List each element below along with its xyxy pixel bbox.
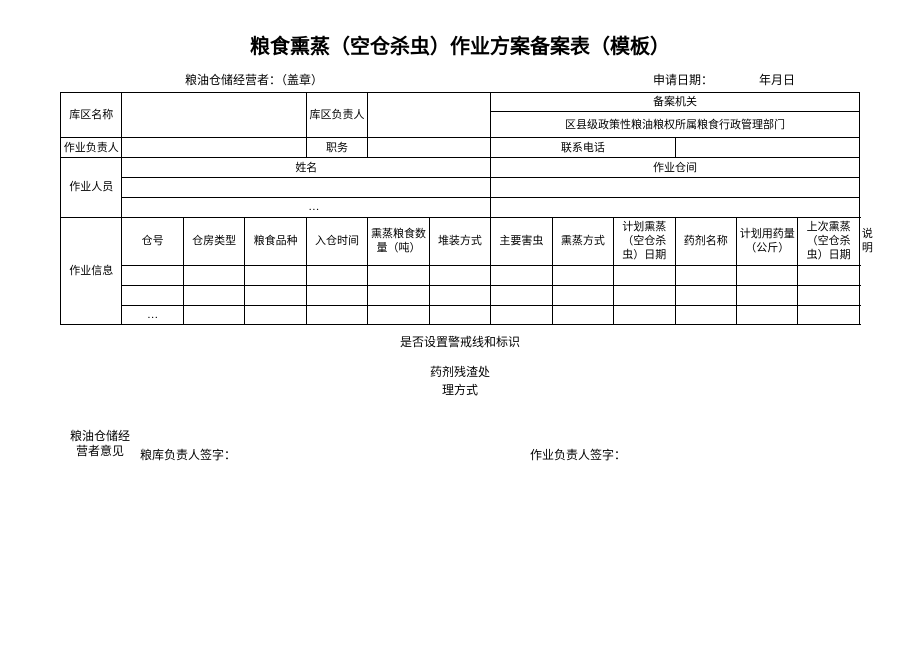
col-entry-time: 入仓时间 <box>306 217 367 265</box>
data-cell <box>183 285 244 305</box>
filing-agency-label: 备案机关 <box>491 93 860 112</box>
col-warehouse-no: 仓号 <box>122 217 183 265</box>
data-cell <box>614 285 675 305</box>
data-cell <box>122 265 183 285</box>
main-table: 库区名称 库区负责人 备案机关 区县级政策性粮油粮权所属粮食行政管理部门 作业负… <box>60 92 860 325</box>
col-grain-variety: 粮食品种 <box>245 217 306 265</box>
data-cell <box>183 265 244 285</box>
residue-label-2: 理方式 <box>60 381 860 399</box>
staff-ellipsis-left <box>122 198 306 217</box>
sign-operation-manager: 作业负责人签字： <box>470 446 860 463</box>
col-pest: 主要害虫 <box>491 217 552 265</box>
data-cell <box>675 265 736 285</box>
data-cell <box>245 305 306 324</box>
data-cell <box>614 305 675 324</box>
warehouse-name-label: 库区名称 <box>61 93 122 138</box>
position-label: 职务 <box>306 138 367 158</box>
operation-info-label: 作业信息 <box>61 217 122 324</box>
data-cell <box>736 265 797 285</box>
data-cell <box>552 305 613 324</box>
warehouse-manager-value <box>368 93 491 138</box>
document-title: 粮食熏蒸（空仓杀虫）作业方案备案表（模板） <box>60 30 860 59</box>
data-cell <box>736 285 797 305</box>
data-cell <box>736 305 797 324</box>
data-cell <box>306 305 367 324</box>
header-row: 粮油仓储经营者：（盖章） 申请日期： 年月日 <box>60 71 860 88</box>
data-cell <box>245 265 306 285</box>
bottom-section: 粮油仓储经 营者意见 粮库负责人签字： 作业负责人签字： <box>60 429 860 463</box>
col-warehouse-type: 仓房类型 <box>183 217 244 265</box>
col-stacking: 堆装方式 <box>429 217 490 265</box>
staff-name-value <box>122 178 491 198</box>
data-cell <box>122 285 183 305</box>
date-label: 申请日期： 年月日 <box>653 71 855 88</box>
data-cell <box>368 305 429 324</box>
data-cell <box>675 305 736 324</box>
data-cell <box>368 285 429 305</box>
info-ellipsis: … <box>122 305 183 324</box>
col-agent-name: 药剂名称 <box>675 217 736 265</box>
sign-warehouse-manager: 粮库负责人签字： <box>140 446 470 463</box>
warehouse-name-value <box>122 93 306 138</box>
staff-label: 作业人员 <box>61 158 122 217</box>
data-cell <box>552 285 613 305</box>
data-cell <box>798 285 859 305</box>
name-label: 姓名 <box>122 158 491 178</box>
data-cell <box>491 285 552 305</box>
data-cell <box>429 265 490 285</box>
data-cell <box>675 285 736 305</box>
warning-line-label: 是否设置警戒线和标识 <box>60 333 860 351</box>
staff-ellipsis: … <box>306 198 490 217</box>
warehouse-manager-label: 库区负责人 <box>306 93 367 138</box>
data-cell <box>306 285 367 305</box>
col-last-date: 上次熏蒸（空仓杀虫）日期 <box>798 217 859 265</box>
operation-manager-value <box>122 138 306 158</box>
col-plan-date: 计划熏蒸（空仓杀虫）日期 <box>614 217 675 265</box>
staff-ellipsis-right <box>491 198 860 217</box>
col-fumigation-method: 熏蒸方式 <box>552 217 613 265</box>
position-value <box>368 138 491 158</box>
data-cell <box>491 305 552 324</box>
phone-label: 联系电话 <box>491 138 675 158</box>
data-cell <box>368 265 429 285</box>
work-warehouse-label: 作业仓间 <box>491 158 860 178</box>
operation-manager-label: 作业负责人 <box>61 138 122 158</box>
staff-warehouse-value <box>491 178 860 198</box>
data-cell <box>798 265 859 285</box>
filing-agency-desc: 区县级政策性粮油粮权所属粮食行政管理部门 <box>491 112 860 138</box>
data-cell <box>306 265 367 285</box>
data-cell <box>245 285 306 305</box>
data-cell <box>614 265 675 285</box>
operator-label: 粮油仓储经营者：（盖章） <box>65 71 653 88</box>
data-cell <box>183 305 244 324</box>
residue-label-1: 药剂残渣处 <box>60 363 860 381</box>
data-cell <box>798 305 859 324</box>
data-cell <box>552 265 613 285</box>
data-cell <box>429 305 490 324</box>
phone-value <box>675 138 859 158</box>
data-cell <box>491 265 552 285</box>
col-dosage: 计划用药量（公斤） <box>736 217 797 265</box>
below-section: 是否设置警戒线和标识 药剂残渣处 理方式 <box>60 333 860 399</box>
col-quantity: 熏蒸粮食数量（吨） <box>368 217 429 265</box>
data-cell <box>429 285 490 305</box>
